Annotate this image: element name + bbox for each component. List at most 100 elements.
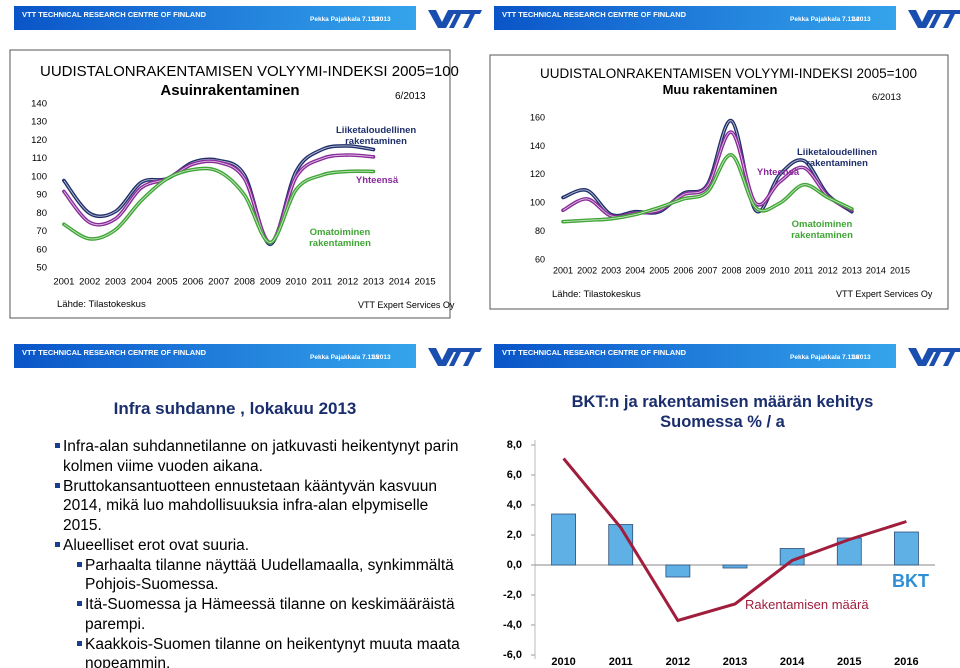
y-tick-label: 120	[530, 169, 545, 179]
header-org: VTT TECHNICAL RESEARCH CENTRE OF FINLAND	[502, 348, 687, 357]
chart-frame	[489, 54, 949, 310]
y-tick-label: 140	[530, 141, 545, 151]
series-line	[563, 154, 853, 223]
y-tick-label: 140	[31, 99, 47, 110]
vtt-logo	[428, 10, 482, 28]
x-tick-label: 2009	[746, 265, 766, 275]
x-tick-label: 2005	[649, 265, 669, 275]
x-tick-label: 2013	[842, 265, 862, 275]
series-line	[562, 131, 853, 218]
y-tick-label: 2,0	[507, 529, 522, 541]
x-tick-label: 2010	[551, 656, 575, 668]
bullet-text: Alueelliset erot ovat suuria.	[63, 536, 250, 554]
header-author: Pekka Pajakkala 7.11.2013	[790, 16, 871, 23]
series-line-casing	[561, 130, 854, 219]
y-tick-label: 100	[31, 171, 47, 182]
bullet-item: Kaakkois-Suomen tilanne on heikentynyt m…	[55, 635, 465, 668]
slide-title: Infra suhdanne , lokakuu 2013	[113, 399, 357, 418]
logo-part	[428, 348, 456, 366]
chart-frame	[9, 49, 451, 319]
x-tick-label: 2013	[723, 656, 747, 668]
bar	[722, 564, 748, 569]
x-tick-label: 2001	[53, 277, 74, 288]
logo-part	[428, 10, 456, 28]
bullet-item: Parhaalta tilanne näyttää Uudellamaalla,…	[55, 556, 465, 595]
date-note: 6/2013	[395, 91, 426, 102]
x-tick-label: 2003	[105, 277, 126, 288]
y-tick-label: 130	[31, 117, 47, 128]
x-tick-label: 2002	[79, 277, 100, 288]
x-tick-label: 2010	[286, 277, 307, 288]
x-tick-label: 2011	[609, 656, 633, 668]
header-bar	[494, 344, 896, 368]
bullet-list: Infra-alan suhdannetilanne on jatkuvasti…	[55, 437, 465, 668]
logo-part	[908, 348, 936, 366]
bar	[551, 513, 576, 566]
y-tick-label: 70	[36, 226, 47, 237]
bullet-item: Itä-Suomessa ja Hämeessä tilanne on kesk…	[55, 595, 465, 634]
header-org: VTT TECHNICAL RESEARCH CENTRE OF FINLAND	[22, 348, 207, 357]
series-label: Liiketaloudellinen rakentaminen	[797, 147, 878, 169]
bullet-marker	[55, 482, 60, 488]
date-note: 6/2013	[872, 92, 902, 103]
header-page: 34	[852, 16, 860, 23]
y-tick-label: 8,0	[507, 439, 522, 451]
x-tick-label: 2008	[234, 277, 255, 288]
y-tick-label: 160	[530, 112, 545, 122]
header-org: VTT TECHNICAL RESEARCH CENTRE OF FINLAND	[502, 10, 687, 19]
x-tick-label: 2014	[866, 265, 886, 275]
logo-part	[463, 10, 482, 28]
y-tick-label: 110	[32, 153, 47, 164]
bullet-text: Itä-Suomessa ja Hämeessä tilanne on kesk…	[85, 596, 455, 633]
series-line	[63, 145, 374, 245]
bullet-item: Infra-alan suhdannetilanne on jatkuvasti…	[55, 437, 465, 476]
x-tick-label: 2005	[157, 277, 178, 288]
header-org: VTT TECHNICAL RESEARCH CENTRE OF FINLAND	[22, 10, 207, 19]
logo-part	[943, 10, 960, 28]
header-author: Pekka Pajakkala 7.11.2013	[310, 354, 391, 361]
logo-part	[908, 10, 936, 28]
bullet-marker	[77, 561, 82, 567]
y-tick-label: 80	[36, 208, 47, 219]
bar	[665, 564, 691, 578]
logo-part	[449, 10, 468, 28]
source-note: Lähde: Tilastokeskus	[552, 289, 641, 300]
logo-part	[449, 348, 468, 366]
x-tick-label: 2007	[697, 265, 717, 275]
logo-part	[929, 348, 948, 366]
x-tick-label: 2013	[363, 277, 384, 288]
y-tick-label: 60	[36, 244, 47, 255]
x-tick-label: 2015	[837, 656, 861, 668]
x-tick-label: 2002	[577, 265, 597, 275]
header-bar	[14, 344, 416, 368]
x-tick-label: 2004	[131, 277, 152, 288]
chart-title: UUDISTALONRAKENTAMISEN VOLYYMI-INDEKSI 2…	[540, 66, 917, 81]
series-label: BKT	[892, 571, 929, 591]
series-line	[63, 154, 374, 243]
bar	[894, 531, 919, 566]
x-tick-label: 2011	[794, 265, 813, 275]
chart-subtitle: Asuinrakentaminen	[160, 82, 300, 99]
bullet-text: Bruttokansantuotteen ennustetaan kääntyv…	[63, 477, 437, 534]
credit-note: VTT Expert Services Oy	[358, 300, 455, 310]
chart-subtitle: Muu rakentaminen	[662, 82, 778, 97]
x-tick-label: 2007	[208, 277, 229, 288]
header-bar	[494, 6, 896, 30]
bar	[608, 524, 634, 566]
series-label: Omatoiminen rakentaminen	[791, 219, 853, 241]
vtt-logo	[908, 10, 960, 28]
y-tick-label: 6,0	[507, 469, 522, 481]
series-label: Yhteensä	[756, 167, 800, 178]
x-tick-label: 2015	[415, 277, 436, 288]
y-tick-label: -6,0	[503, 649, 522, 661]
x-tick-label: 2001	[553, 265, 573, 275]
x-tick-label: 2008	[721, 265, 741, 275]
bullet-text: Parhaalta tilanne näyttää Uudellamaalla,…	[85, 556, 454, 594]
y-tick-label: 50	[36, 263, 47, 274]
y-tick-label: 60	[535, 254, 545, 264]
bullet-item: Bruttokansantuotteen ennustetaan kääntyv…	[55, 477, 465, 536]
series-line	[562, 457, 907, 623]
series-line	[63, 168, 374, 243]
x-tick-label: 2010	[770, 265, 790, 275]
